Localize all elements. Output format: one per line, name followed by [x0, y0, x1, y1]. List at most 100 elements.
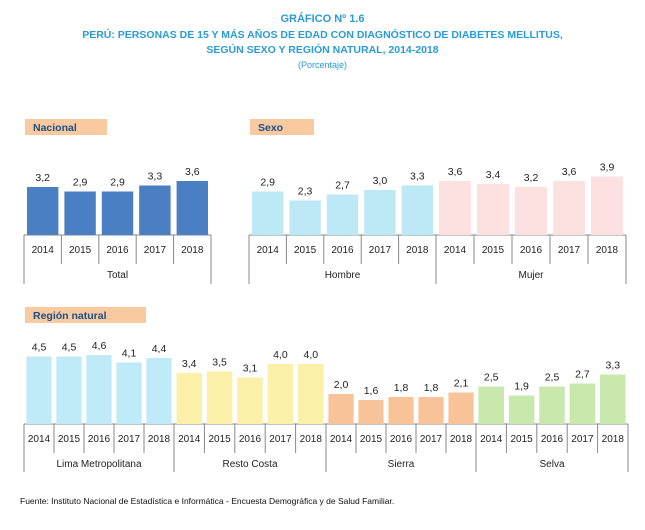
- data-label-mujer-2014: 3,6: [448, 166, 463, 178]
- chart-unit: (Porcentaje): [297, 60, 348, 70]
- data-label-total-2017: 3,3: [148, 171, 163, 183]
- data-label-lima-metropolitana-2018: 4,4: [152, 343, 167, 355]
- bar-hombre-2017: [364, 190, 396, 235]
- bar-mujer-2014: [439, 181, 471, 235]
- bar-total-2015: [64, 191, 96, 235]
- bar-hombre-2014: [251, 191, 284, 235]
- group-label-resto-costa: Resto Costa: [222, 459, 277, 470]
- data-label-selva-2018: 3,3: [605, 360, 620, 372]
- bar-total-2018: [176, 181, 209, 235]
- section-label-bg-sexo: [250, 119, 314, 135]
- bar-total-2016: [101, 191, 134, 235]
- data-label-lima-metropolitana-2016: 4,6: [92, 340, 107, 352]
- data-label-resto-costa-2014: 3,4: [182, 358, 197, 370]
- group-label-hombre: Hombre: [325, 270, 361, 281]
- data-label-lima-metropolitana-2014: 4,5: [32, 342, 47, 354]
- section-label-nacional: Nacional: [33, 122, 77, 134]
- data-label-selva-2015: 1,9: [514, 381, 529, 393]
- tick-label-total-2016: 2016: [106, 245, 129, 256]
- tick-label-hombre-2017: 2017: [369, 245, 392, 256]
- data-label-sierra-2017: 1,8: [424, 382, 439, 394]
- group-label-lima-metropolitana: Lima Metropolitana: [56, 459, 141, 470]
- tick-label-selva-2014: 2014: [480, 434, 503, 445]
- tick-label-mujer-2017: 2017: [558, 245, 581, 256]
- data-label-hombre-2016: 2,7: [335, 180, 350, 192]
- tick-label-selva-2016: 2016: [541, 434, 564, 445]
- bar-hombre-2018: [401, 185, 434, 235]
- tick-label-resto-costa-2017: 2017: [269, 434, 292, 445]
- bar-mujer-2016: [515, 187, 547, 235]
- bar-hombre-2016: [326, 194, 359, 235]
- tick-label-resto-costa-2018: 2018: [300, 434, 323, 445]
- tick-label-resto-costa-2014: 2014: [178, 434, 201, 445]
- tick-label-sierra-2014: 2014: [330, 434, 353, 445]
- bar-lima-metropolitana-2016: [86, 355, 112, 424]
- data-label-lima-metropolitana-2015: 4,5: [62, 342, 77, 354]
- tick-label-lima-metropolitana-2018: 2018: [148, 434, 171, 445]
- tick-label-lima-metropolitana-2016: 2016: [88, 434, 111, 445]
- data-label-mujer-2018: 3,9: [600, 162, 615, 174]
- data-label-mujer-2015: 3,4: [486, 169, 501, 181]
- tick-label-selva-2015: 2015: [510, 434, 533, 445]
- chart-subtitle-line2: SEGÚN SEXO Y REGIÓN NATURAL, 2014-2018: [206, 44, 439, 56]
- bar-mujer-2017: [553, 181, 585, 235]
- tick-label-hombre-2016: 2016: [331, 245, 354, 256]
- chart-subtitle-line1: PERÚ: PERSONAS DE 15 Y MÁS AÑOS DE EDAD …: [82, 29, 563, 41]
- tick-label-sierra-2016: 2016: [390, 434, 413, 445]
- data-label-resto-costa-2018: 4,0: [303, 349, 318, 361]
- section-label-bg-region-natural: [25, 307, 146, 323]
- data-label-total-2015: 2,9: [73, 177, 88, 189]
- tick-label-mujer-2018: 2018: [596, 245, 619, 256]
- bar-mujer-2018: [591, 176, 623, 235]
- bar-resto-costa-2018: [298, 364, 324, 424]
- tick-label-sierra-2018: 2018: [450, 434, 473, 445]
- tick-label-selva-2018: 2018: [602, 434, 625, 445]
- bar-total-2014: [26, 187, 59, 235]
- data-label-sierra-2016: 1,8: [394, 382, 409, 394]
- chart-title: GRÁFICO Nº 1.6: [280, 13, 365, 25]
- data-label-mujer-2016: 3,2: [524, 172, 539, 184]
- data-label-resto-costa-2017: 4,0: [273, 349, 288, 361]
- data-label-total-2018: 3,6: [185, 166, 200, 178]
- data-label-hombre-2017: 3,0: [373, 175, 388, 187]
- bar-selva-2017: [569, 383, 596, 424]
- bar-hombre-2015: [289, 200, 321, 235]
- tick-label-mujer-2014: 2014: [444, 245, 467, 256]
- tick-label-resto-costa-2016: 2016: [239, 434, 262, 445]
- tick-label-mujer-2016: 2016: [520, 245, 543, 256]
- tick-label-lima-metropolitana-2017: 2017: [118, 434, 141, 445]
- data-label-hombre-2014: 2,9: [260, 177, 275, 189]
- bar-resto-costa-2017: [267, 364, 294, 424]
- data-label-total-2016: 2,9: [110, 177, 125, 189]
- data-label-hombre-2015: 2,3: [298, 186, 313, 198]
- data-label-selva-2016: 2,5: [545, 372, 560, 384]
- group-label-total: Total: [107, 270, 128, 281]
- tick-label-resto-costa-2015: 2015: [208, 434, 231, 445]
- tick-label-sierra-2017: 2017: [420, 434, 443, 445]
- group-label-mujer: Mujer: [518, 270, 544, 281]
- tick-label-hombre-2018: 2018: [406, 245, 429, 256]
- tick-label-selva-2017: 2017: [571, 434, 594, 445]
- section-label-bg-nacional: [25, 119, 107, 135]
- data-label-mujer-2017: 3,6: [562, 166, 577, 178]
- bar-sierra-2016: [388, 397, 414, 424]
- data-label-selva-2017: 2,7: [575, 369, 590, 381]
- bar-selva-2016: [539, 386, 565, 424]
- bar-resto-costa-2016: [237, 377, 263, 424]
- bar-selva-2018: [600, 374, 626, 424]
- section-label-sexo: Sexo: [258, 122, 283, 134]
- tick-label-total-2015: 2015: [69, 245, 92, 256]
- tick-label-lima-metropolitana-2014: 2014: [28, 434, 51, 445]
- data-label-resto-costa-2016: 3,1: [243, 363, 258, 375]
- bar-sierra-2017: [418, 397, 444, 424]
- tick-label-sierra-2015: 2015: [360, 434, 383, 445]
- bar-sierra-2014: [328, 394, 354, 424]
- source-note: Fuente: Instituto Nacional de Estadístic…: [20, 496, 395, 506]
- bar-mujer-2015: [477, 184, 509, 235]
- group-label-selva: Selva: [539, 459, 564, 470]
- bar-lima-metropolitana-2017: [116, 362, 142, 424]
- section-label-region-natural: Región natural: [33, 310, 107, 322]
- bar-selva-2015: [508, 395, 535, 424]
- data-label-lima-metropolitana-2017: 4,1: [122, 348, 137, 360]
